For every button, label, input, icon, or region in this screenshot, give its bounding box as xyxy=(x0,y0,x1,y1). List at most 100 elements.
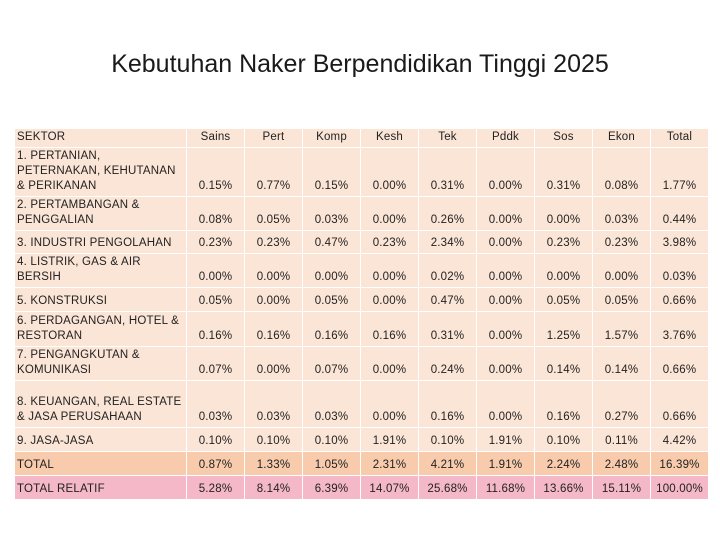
value-cell: 0.03% xyxy=(592,196,651,231)
table-header-row: SEKTOR Sains Pert Komp Kesh Tek Pddk Sos… xyxy=(14,128,709,148)
value-cell: 0.08% xyxy=(592,147,651,197)
value-cell: 0.10% xyxy=(534,427,593,452)
value-cell: 0.15% xyxy=(186,147,245,197)
value-cell: 0.10% xyxy=(186,427,245,452)
value-cell: 0.44% xyxy=(650,196,709,231)
header-cell-pddk: Pddk xyxy=(476,128,535,148)
value-cell: 0.16% xyxy=(186,311,245,347)
value-cell: 0.00% xyxy=(476,230,535,254)
table-row: 4. LISTRIK, GAS & AIR BERSIH 0.00% 0.00%… xyxy=(14,253,709,288)
value-cell: 0.23% xyxy=(360,230,419,254)
page-title: Kebutuhan Naker Berpendidikan Tinggi 202… xyxy=(111,50,609,78)
value-cell: 0.00% xyxy=(476,380,535,428)
value-cell: 0.03% xyxy=(186,380,245,428)
table-row: 2. PERTAMBANGAN & PENGGALIAN 0.08% 0.05%… xyxy=(14,196,709,231)
total-label: TOTAL xyxy=(14,451,187,476)
value-cell: 0.00% xyxy=(360,253,419,288)
total-relative-cell: 6.39% xyxy=(302,475,361,500)
value-cell: 0.00% xyxy=(476,287,535,312)
value-cell: 0.16% xyxy=(418,380,477,428)
value-cell: 0.02% xyxy=(418,253,477,288)
sector-cell: 4. LISTRIK, GAS & AIR BERSIH xyxy=(14,253,187,288)
value-cell: 0.00% xyxy=(360,196,419,231)
value-cell: 0.07% xyxy=(186,346,245,381)
total-relative-cell: 5.28% xyxy=(186,475,245,500)
value-cell: 0.00% xyxy=(360,346,419,381)
sector-cell: 1. PERTANIAN, PETERNAKAN, KEHUTANAN & PE… xyxy=(14,147,187,197)
total-cell: 1.33% xyxy=(244,451,303,476)
sector-cell: 2. PERTAMBANGAN & PENGGALIAN xyxy=(14,196,187,231)
value-cell: 0.16% xyxy=(244,311,303,347)
value-cell: 0.07% xyxy=(302,346,361,381)
value-cell: 0.26% xyxy=(418,196,477,231)
value-cell: 0.14% xyxy=(592,346,651,381)
sector-cell: 6. PERDAGANGAN, HOTEL & RESTORAN xyxy=(14,311,187,347)
value-cell: 0.00% xyxy=(476,196,535,231)
value-cell: 0.00% xyxy=(244,253,303,288)
total-cell: 1.91% xyxy=(476,451,535,476)
value-cell: 0.14% xyxy=(534,346,593,381)
value-cell: 0.03% xyxy=(302,196,361,231)
value-cell: 0.23% xyxy=(186,230,245,254)
value-cell: 0.03% xyxy=(302,380,361,428)
value-cell: 0.00% xyxy=(360,287,419,312)
value-cell: 0.00% xyxy=(244,346,303,381)
value-cell: 0.00% xyxy=(360,380,419,428)
value-cell: 0.23% xyxy=(592,230,651,254)
value-cell: 0.00% xyxy=(592,253,651,288)
total-cell: 2.24% xyxy=(534,451,593,476)
header-cell-ekon: Ekon xyxy=(592,128,651,148)
value-cell: 0.66% xyxy=(650,380,709,428)
value-cell: 0.10% xyxy=(244,427,303,452)
value-cell: 3.98% xyxy=(650,230,709,254)
value-cell: 0.05% xyxy=(592,287,651,312)
value-cell: 0.10% xyxy=(418,427,477,452)
value-cell: 0.00% xyxy=(476,253,535,288)
sector-cell: 9. JASA-JASA xyxy=(14,427,187,452)
value-cell: 0.00% xyxy=(360,147,419,197)
value-cell: 0.00% xyxy=(534,196,593,231)
value-cell: 2.34% xyxy=(418,230,477,254)
value-cell: 0.05% xyxy=(244,196,303,231)
value-cell: 4.42% xyxy=(650,427,709,452)
value-cell: 0.00% xyxy=(476,311,535,347)
sector-cell: 5. KONSTRUKSI xyxy=(14,287,187,312)
total-cell: 1.05% xyxy=(302,451,361,476)
table-row: 7. PENGANGKUTAN & KOMUNIKASI 0.07% 0.00%… xyxy=(14,346,709,381)
total-cell: 4.21% xyxy=(418,451,477,476)
data-table: SEKTOR Sains Pert Komp Kesh Tek Pddk Sos… xyxy=(14,128,709,500)
value-cell: 0.05% xyxy=(302,287,361,312)
header-cell-komp: Komp xyxy=(302,128,361,148)
value-cell: 1.77% xyxy=(650,147,709,197)
total-row: TOTAL 0.87% 1.33% 1.05% 2.31% 4.21% 1.91… xyxy=(14,451,709,476)
total-relative-cell: 14.07% xyxy=(360,475,419,500)
value-cell: 0.10% xyxy=(302,427,361,452)
total-cell: 2.48% xyxy=(592,451,651,476)
value-cell: 1.25% xyxy=(534,311,593,347)
total-relative-cell: 8.14% xyxy=(244,475,303,500)
header-cell-tek: Tek xyxy=(418,128,477,148)
value-cell: 0.23% xyxy=(534,230,593,254)
total-cell: 0.87% xyxy=(186,451,245,476)
value-cell: 1.91% xyxy=(476,427,535,452)
value-cell: 3.76% xyxy=(650,311,709,347)
sector-cell: 3. INDUSTRI PENGOLAHAN xyxy=(14,230,187,254)
value-cell: 0.47% xyxy=(302,230,361,254)
value-cell: 0.77% xyxy=(244,147,303,197)
value-cell: 0.00% xyxy=(476,346,535,381)
value-cell: 0.16% xyxy=(360,311,419,347)
value-cell: 0.31% xyxy=(534,147,593,197)
value-cell: 0.47% xyxy=(418,287,477,312)
header-cell-sains: Sains xyxy=(186,128,245,148)
total-relative-cell: 15.11% xyxy=(592,475,651,500)
total-relative-cell: 100.00% xyxy=(650,475,709,500)
table-row: 3. INDUSTRI PENGOLAHAN 0.23% 0.23% 0.47%… xyxy=(14,230,709,254)
value-cell: 0.05% xyxy=(186,287,245,312)
value-cell: 0.16% xyxy=(302,311,361,347)
total-relative-label: TOTAL RELATIF xyxy=(14,475,187,500)
value-cell: 0.00% xyxy=(476,147,535,197)
table-row: 5. KONSTRUKSI 0.05% 0.00% 0.05% 0.00% 0.… xyxy=(14,287,709,312)
header-cell-sos: Sos xyxy=(534,128,593,148)
value-cell: 0.05% xyxy=(534,287,593,312)
value-cell: 0.66% xyxy=(650,346,709,381)
